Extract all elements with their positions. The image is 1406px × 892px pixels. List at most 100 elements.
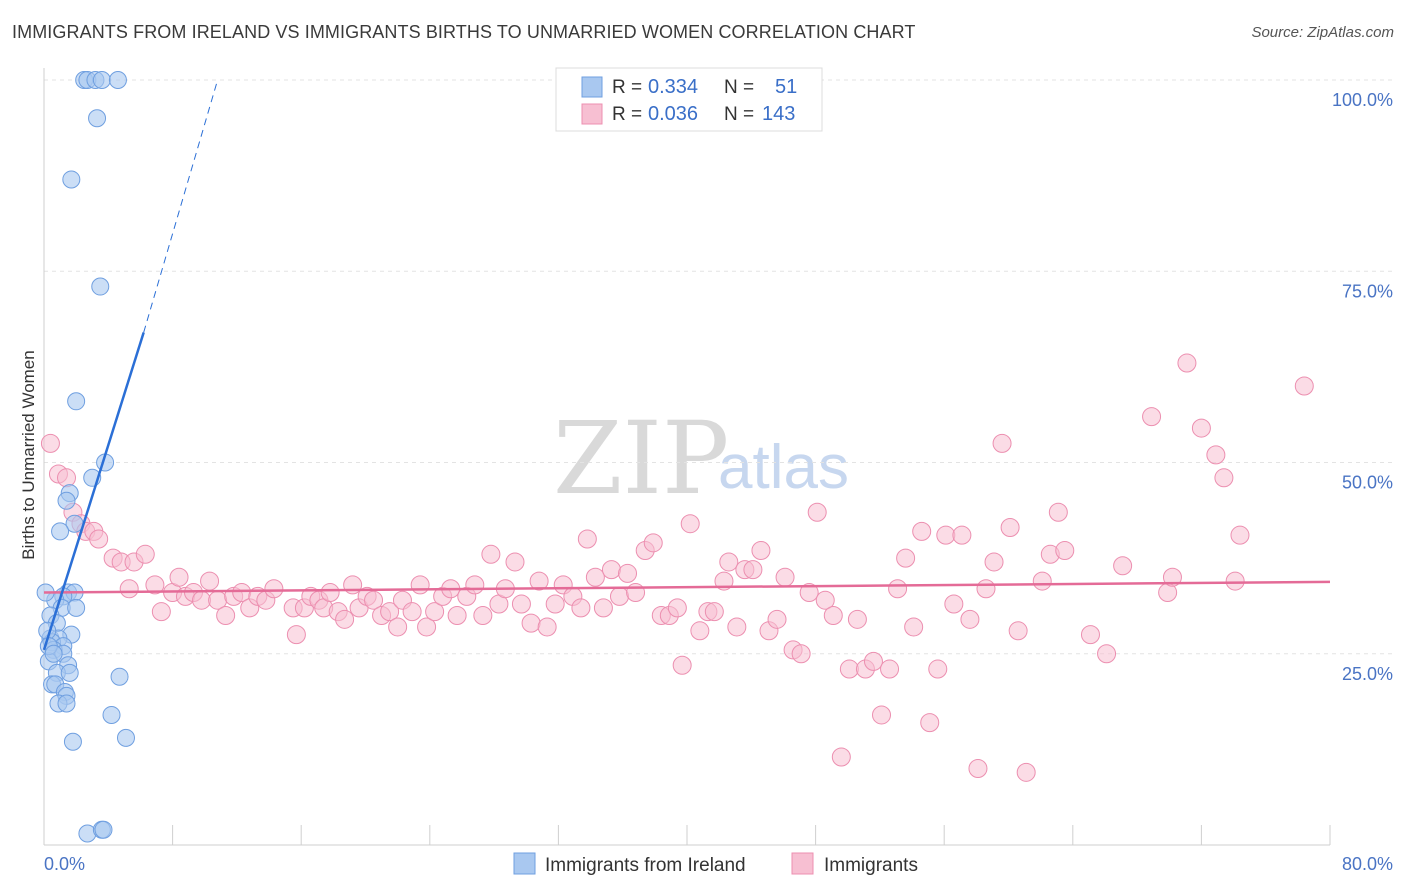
point-immigrants-28: [264, 579, 284, 599]
point-immigrants-62: [529, 571, 549, 591]
point-immigrants-52: [447, 606, 467, 625]
y-axis-label: Births to Unmarried Women: [19, 350, 38, 559]
point-immigrants-116: [960, 609, 980, 629]
point-immigrants-92: [767, 609, 787, 629]
point-immigrants-121: [1000, 518, 1020, 538]
point-immigrants-19: [192, 590, 212, 610]
point-immigrants-48: [417, 617, 437, 637]
point-immigrants-133: [1162, 567, 1182, 587]
point-immigrants-22: [216, 606, 236, 625]
point-immigrants-104: [863, 651, 883, 671]
y-tick-label-2: 75.0%: [1342, 281, 1393, 301]
trend-line-ireland-extension: [143, 79, 219, 333]
point-immigrants-130: [1113, 556, 1133, 576]
point-ireland-6: [62, 170, 81, 189]
point-immigrants-46: [402, 602, 422, 622]
point-immigrants-113: [936, 525, 956, 545]
chart-title: IMMIGRANTS FROM IRELAND VS IMMIGRANTS BI…: [12, 22, 916, 42]
legend-n-label-1: N =: [724, 77, 754, 98]
point-ireland-41: [102, 705, 121, 724]
point-ireland-42: [63, 732, 82, 751]
point-immigrants-71: [601, 560, 621, 580]
point-immigrants-44: [388, 617, 408, 637]
point-immigrants-127: [1055, 540, 1075, 560]
legend-swatch-ireland: [581, 76, 603, 98]
bottom-legend-label-immigrants: Immigrants: [824, 855, 918, 876]
point-immigrants-100: [831, 747, 851, 767]
point-immigrants-7: [89, 529, 109, 549]
legend-n-value-1: 51: [775, 76, 797, 98]
point-immigrants-119: [984, 552, 1004, 572]
point-immigrants-93: [775, 567, 795, 587]
point-immigrants-30: [286, 625, 306, 645]
point-immigrants-139: [1230, 525, 1250, 545]
point-immigrants-138: [1225, 571, 1245, 591]
point-immigrants-79: [667, 598, 687, 618]
point-ireland-50: [44, 644, 63, 663]
trend-line-immigrants: [43, 580, 1331, 594]
legend-r-value-2: 0.036: [648, 103, 698, 125]
point-immigrants-72: [609, 586, 629, 606]
bottom-legend-swatch-immigrants: [791, 852, 814, 875]
x-tick-label-1: 80.0%: [1342, 854, 1393, 874]
point-immigrants-131: [1142, 407, 1162, 427]
source-label: Source: ZipAtlas.com: [1251, 24, 1394, 41]
point-immigrants-96: [799, 583, 819, 603]
point-immigrants-69: [585, 567, 605, 587]
point-ireland-14: [51, 522, 70, 541]
point-immigrants-2: [57, 468, 77, 488]
point-immigrants-67: [571, 598, 591, 618]
legend-r-label-2: R =: [612, 104, 642, 125]
series-immigrants-points: [40, 353, 1314, 782]
series-ireland-points: [36, 71, 135, 843]
point-immigrants-135: [1191, 418, 1211, 438]
point-immigrants-122: [1008, 621, 1028, 641]
point-immigrants-59: [505, 552, 525, 572]
point-immigrants-120: [992, 433, 1012, 453]
point-immigrants-105: [872, 705, 892, 725]
point-immigrants-73: [618, 563, 638, 583]
point-ireland-7: [91, 277, 110, 296]
point-immigrants-84: [704, 602, 724, 622]
point-immigrants-63: [537, 617, 557, 637]
point-immigrants-90: [751, 540, 771, 560]
point-immigrants-108: [896, 548, 916, 568]
point-immigrants-114: [944, 594, 964, 614]
point-ireland-49: [94, 820, 113, 839]
point-immigrants-11: [135, 544, 155, 564]
point-immigrants-74: [626, 583, 646, 603]
point-immigrants-80: [672, 655, 692, 675]
point-immigrants-81: [680, 514, 700, 534]
point-immigrants-60: [511, 594, 531, 614]
axes: [43, 68, 1331, 846]
point-immigrants-54: [465, 575, 485, 595]
point-ireland-5: [88, 109, 107, 128]
point-ireland-4: [108, 71, 127, 89]
point-immigrants-37: [335, 609, 355, 629]
point-immigrants-124: [1032, 571, 1052, 591]
point-immigrants-137: [1214, 468, 1234, 488]
point-immigrants-47: [410, 575, 430, 595]
point-immigrants-97: [807, 502, 827, 522]
legend-r-value-1: 0.334: [648, 76, 698, 98]
y-tick-label-3: 100.0%: [1332, 90, 1393, 110]
point-immigrants-102: [847, 609, 867, 629]
y-tick-label-1: 50.0%: [1342, 473, 1393, 493]
bottom-legend-swatch-ireland: [513, 852, 536, 875]
tick-labels: 25.0% 50.0% 75.0% 100.0% 0.0% 80.0%: [44, 90, 1393, 874]
trend-line-ireland: [42, 332, 145, 651]
point-immigrants-35: [320, 583, 340, 603]
point-ireland-33: [60, 663, 79, 682]
point-immigrants-68: [577, 529, 597, 549]
point-immigrants-0: [40, 433, 60, 453]
point-immigrants-56: [481, 544, 501, 564]
point-immigrants-117: [968, 759, 988, 778]
point-immigrants-112: [928, 659, 948, 679]
point-immigrants-95: [791, 644, 811, 664]
point-immigrants-87: [727, 617, 747, 637]
point-immigrants-13: [145, 575, 165, 595]
point-immigrants-107: [888, 579, 908, 599]
point-immigrants-85: [714, 571, 734, 591]
bottom-legend-label-ireland: Immigrants from Ireland: [545, 855, 746, 876]
